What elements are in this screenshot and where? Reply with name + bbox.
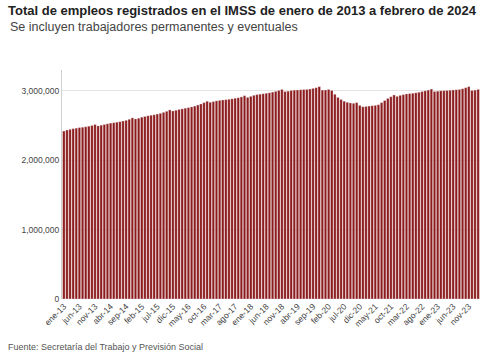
svg-text:ago-22: ago-22 [401, 301, 427, 327]
svg-text:jun-13: jun-13 [59, 301, 84, 326]
svg-text:abr-14: abr-14 [91, 301, 116, 326]
svg-text:may-16: may-16 [166, 301, 193, 328]
svg-text:1,000,000: 1,000,000 [21, 225, 59, 235]
svg-text:ene-13: ene-13 [43, 301, 69, 327]
svg-text:feb-15: feb-15 [122, 301, 146, 325]
svg-text:sep-19: sep-19 [292, 301, 318, 327]
svg-text:dic-20: dic-20 [341, 301, 365, 325]
svg-text:ene-18: ene-18 [229, 301, 255, 327]
svg-text:jul-15: jul-15 [139, 301, 162, 324]
svg-text:abr-19: abr-19 [277, 301, 302, 326]
svg-text:3,000,000: 3,000,000 [21, 86, 59, 96]
svg-text:nov-13: nov-13 [74, 301, 100, 327]
svg-text:feb-20: feb-20 [309, 301, 333, 325]
svg-text:oct-21: oct-21 [372, 301, 396, 325]
svg-text:sep-14: sep-14 [105, 301, 131, 327]
svg-text:jun-18: jun-18 [246, 301, 271, 326]
svg-text:ene-23: ene-23 [416, 301, 442, 327]
svg-text:mar-17: mar-17 [198, 301, 224, 327]
svg-text:dic-15: dic-15 [154, 301, 178, 325]
svg-text:may-21: may-21 [353, 301, 380, 328]
svg-text:nov-23: nov-23 [448, 301, 474, 327]
svg-text:2,000,000: 2,000,000 [21, 155, 59, 165]
svg-text:0: 0 [55, 294, 60, 304]
svg-text:Total de empleos registrados e: Total de empleos registrados en el IMSS … [8, 3, 477, 18]
svg-text:jul-20: jul-20 [326, 301, 349, 324]
svg-text:mar-22: mar-22 [385, 301, 411, 327]
svg-text:jun-23: jun-23 [433, 301, 458, 326]
svg-text:Fuente: Secretaría del Trabajo: Fuente: Secretaría del Trabajo y Previsi… [8, 342, 203, 352]
svg-text:Se incluyen trabajadores perma: Se incluyen trabajadores permanentes y e… [10, 20, 298, 34]
svg-text:oct-16: oct-16 [185, 301, 209, 325]
svg-text:ago-17: ago-17 [214, 301, 240, 327]
svg-text:nov-18: nov-18 [261, 301, 287, 327]
